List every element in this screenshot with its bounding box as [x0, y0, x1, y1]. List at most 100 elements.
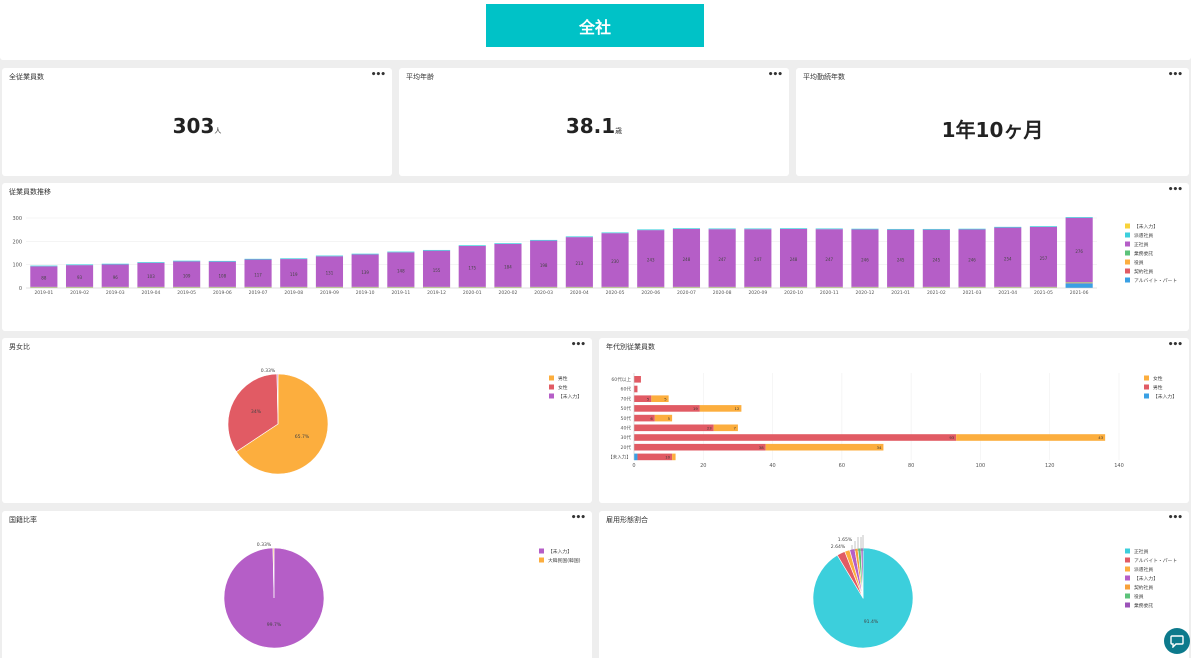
- x-tick-label: 2021-05: [1034, 290, 1053, 296]
- trend-bar-segment: [351, 253, 379, 255]
- y-tick-label: 60代: [621, 386, 632, 393]
- trend-bar-segment: [137, 262, 165, 287]
- card-title: 全従業員数: [9, 73, 44, 81]
- employment-pie-chart: 91.4% 2.64%1.65% 正社員アルバイト・パート派遣社員【未入力】契約社員…: [812, 535, 1177, 649]
- more-menu-icon[interactable]: •••: [1167, 185, 1183, 195]
- bar-value-label: 254: [1004, 256, 1012, 261]
- legend-label: 派遣社員: [1134, 232, 1153, 239]
- y-tick-label: 40代: [621, 425, 632, 432]
- trend-bar-segment: [1065, 217, 1093, 283]
- chat-support-button[interactable]: [1164, 628, 1190, 654]
- bar-value-label: 247: [825, 257, 833, 262]
- legend-swatch: [539, 557, 544, 563]
- bar-value-label: 184: [504, 265, 512, 270]
- more-menu-icon[interactable]: •••: [1167, 340, 1183, 350]
- slice-label: 99.7%: [267, 622, 282, 628]
- bar-value-label: 96: [113, 275, 119, 280]
- legend-label: 大韓民国(韓国): [548, 557, 581, 564]
- trend-bar-segment: [173, 261, 201, 287]
- trend-bar-segment: [280, 258, 308, 260]
- legend-swatch: [1125, 584, 1130, 590]
- age-group-bar-chart: 0 20 40 60 80 100 120 140 60代以上 60代 5 5 70代 19 12 50代 6 5…: [608, 373, 1177, 469]
- x-tick-label: 2019-10: [356, 290, 375, 296]
- legend-swatch: [1125, 232, 1130, 238]
- trend-bar-segment: [208, 260, 236, 262]
- trend-bar-segment: [315, 256, 344, 287]
- bar-value-label: 7: [734, 426, 737, 431]
- age-bar-segment: [634, 385, 638, 393]
- bar-value-label: 246: [968, 257, 976, 262]
- more-menu-icon[interactable]: •••: [570, 513, 586, 523]
- trend-bar-segment: [815, 228, 843, 230]
- x-tick-label: 2021-02: [927, 290, 946, 296]
- legend-label: 正社員: [1134, 548, 1149, 555]
- x-tick-label: 100: [976, 463, 986, 469]
- bar-value-label: 175: [468, 266, 476, 271]
- trend-bar-segment: [65, 264, 94, 266]
- bar-value-label: 6: [650, 416, 653, 421]
- legend-label: 契約社員: [1134, 584, 1153, 591]
- age-bar-segment: [634, 395, 652, 402]
- slice-label: 2.64%: [831, 544, 846, 550]
- bar-value-label: 198: [540, 263, 548, 268]
- more-menu-icon[interactable]: •••: [767, 70, 783, 80]
- age-group-card: 年代別従業員数 ••• 0 20 40 60 80 100 120 140 60代以上 60代 5 5…: [599, 338, 1189, 503]
- slice-label: 0.33%: [257, 542, 272, 548]
- x-tick-label: 2021-04: [998, 290, 1017, 296]
- more-menu-icon[interactable]: •••: [370, 70, 386, 80]
- employee-trend-chart: 0 100 200 300 88 2019-01 93 2019-02 96 2019-03 103…: [12, 216, 1177, 296]
- legend-label: 女性: [1153, 375, 1163, 382]
- age-bar-segment: [634, 443, 766, 451]
- more-menu-icon[interactable]: •••: [1167, 70, 1183, 80]
- gender-ratio-card: 男女比 ••• 65.7% 34% 0.33% 男性 女性 【未入力】: [2, 338, 592, 503]
- legend-label: アルバイト・パート: [1134, 558, 1177, 564]
- bar-value-label: 148: [397, 269, 405, 274]
- legend-label: 派遣社員: [1134, 566, 1153, 573]
- trend-bar-segment: [137, 262, 165, 263]
- legend-label: 契約社員: [1134, 268, 1153, 275]
- legend-swatch: [539, 548, 544, 554]
- x-tick-label: 2019-02: [70, 290, 89, 296]
- more-menu-icon[interactable]: •••: [1167, 513, 1183, 523]
- legend-label: 正社員: [1134, 241, 1149, 248]
- trend-bar-segment: [101, 264, 129, 287]
- legend-label: 男性: [1153, 384, 1163, 391]
- legend-swatch: [1125, 566, 1130, 572]
- bar-value-label: 88: [41, 276, 47, 281]
- age-bar-segment: [634, 376, 641, 383]
- trend-bar-segment: [458, 246, 486, 287]
- y-tick-label: 70代: [621, 395, 632, 402]
- card-title: 雇用形態割合: [606, 516, 648, 524]
- x-tick-label: 2020-02: [499, 290, 518, 296]
- bar-value-label: 155: [433, 268, 441, 273]
- trend-bar-segment: [815, 229, 843, 287]
- bar-value-label: 248: [790, 257, 798, 262]
- trend-bar-segment: [565, 237, 593, 287]
- bar-value-label: 117: [254, 272, 262, 277]
- company-wide-button[interactable]: 全社: [486, 4, 704, 47]
- x-tick-label: 2021-01: [891, 290, 910, 296]
- kpi-card-average-tenure: 平均勤続年数 ••• 1年10ヶ月: [796, 68, 1189, 176]
- kpi-unit: 歳: [615, 127, 623, 135]
- more-menu-icon[interactable]: •••: [570, 340, 586, 350]
- x-tick-label: 2020-11: [820, 290, 839, 296]
- y-tick-label: 20代: [621, 444, 632, 451]
- legend-label: 役員: [1134, 259, 1144, 266]
- legend-swatch: [1125, 259, 1130, 265]
- trend-bar-segment: [922, 228, 950, 230]
- x-tick-label: 80: [908, 463, 914, 469]
- trend-bar-segment: [672, 228, 701, 287]
- legend-swatch: [549, 384, 554, 390]
- slice-label: 91.4%: [864, 619, 879, 625]
- y-tick-label: 300: [12, 216, 22, 222]
- bar-value-label: 93: [949, 435, 954, 440]
- pie-slice: [235, 373, 329, 475]
- bar-value-label: 276: [1075, 249, 1083, 254]
- legend-label: 男性: [558, 375, 568, 382]
- bar-value-label: 139: [361, 270, 369, 275]
- trend-bar-segment: [851, 228, 879, 230]
- kpi-value-block: 303人: [2, 114, 392, 138]
- trend-bar-segment: [458, 245, 486, 246]
- trend-bar-segment: [744, 229, 772, 287]
